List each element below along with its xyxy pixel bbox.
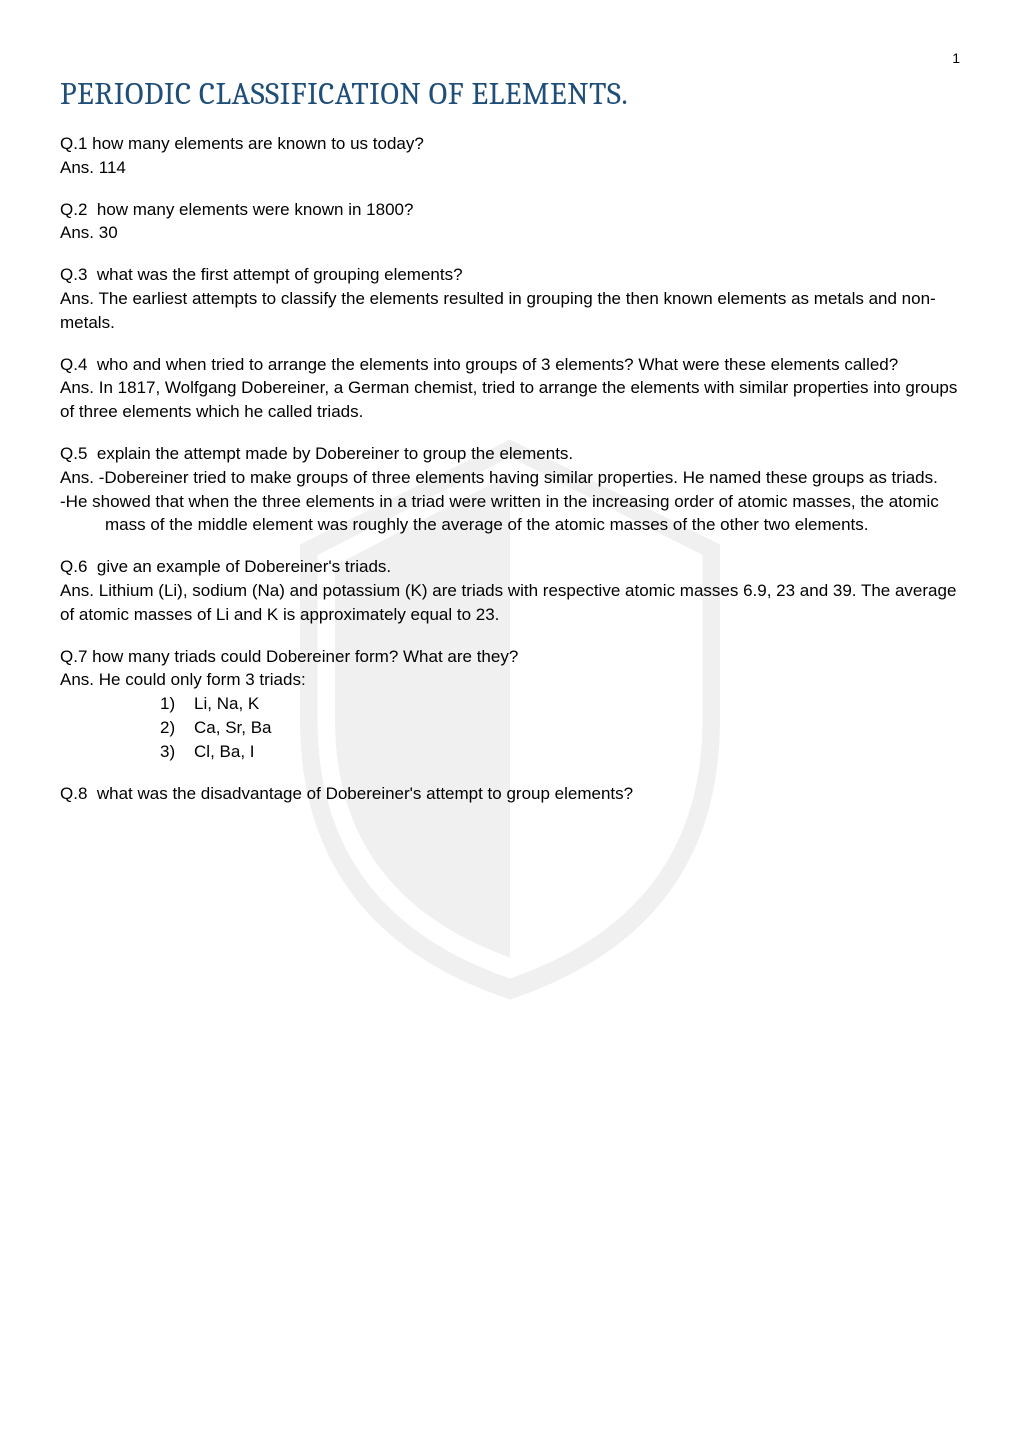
list-item: 1) Li, Na, K <box>60 692 960 716</box>
q-label: Q.7 <box>60 647 87 666</box>
a-text: Lithium (Li), sodium (Na) and potassium … <box>60 581 956 624</box>
q-label: Q.3 <box>60 265 87 284</box>
qa-block-7: Q.7 how many triads could Dobereiner for… <box>60 645 960 764</box>
qa-block-5: Q.5 explain the attempt made by Doberein… <box>60 442 960 537</box>
a-label: Ans. <box>60 468 94 487</box>
a-label: Ans. <box>60 158 94 177</box>
q-text: how many elements were known in 1800? <box>97 200 414 219</box>
a-text: In 1817, Wolfgang Dobereiner, a German c… <box>60 378 957 421</box>
a-label: Ans. <box>60 289 94 308</box>
answer-line: Ans. 114 <box>60 156 960 180</box>
question-line: Q.2 how many elements were known in 1800… <box>60 198 960 222</box>
answer-line: Ans. Lithium (Li), sodium (Na) and potas… <box>60 579 960 627</box>
q-label: Q.4 <box>60 355 87 374</box>
a-label: Ans. <box>60 378 94 397</box>
page-number: 1 <box>60 50 960 66</box>
a-label: Ans. <box>60 581 94 600</box>
a-label: Ans. <box>60 670 94 689</box>
question-line: Q.5 explain the attempt made by Doberein… <box>60 442 960 466</box>
q-label: Q.5 <box>60 444 87 463</box>
qa-block-1: Q.1 how many elements are known to us to… <box>60 132 960 180</box>
list-item: 2) Ca, Sr, Ba <box>60 716 960 740</box>
q-label: Q.6 <box>60 557 87 576</box>
question-line: Q.3 what was the first attempt of groupi… <box>60 263 960 287</box>
answer-line: Ans. He could only form 3 triads: <box>60 668 960 692</box>
q-text: what was the first attempt of grouping e… <box>97 265 463 284</box>
a-text: 30 <box>99 223 118 242</box>
q-label: Q.2 <box>60 200 87 219</box>
q-label: Q.8 <box>60 784 87 803</box>
a-text: The earliest attempts to classify the el… <box>60 289 936 332</box>
answer-line: Ans. -Dobereiner tried to make groups of… <box>60 466 960 490</box>
answer-line: Ans. 30 <box>60 221 960 245</box>
a-text: 114 <box>99 158 126 177</box>
qa-block-4: Q.4 who and when tried to arrange the el… <box>60 353 960 424</box>
qa-block-8: Q.8 what was the disadvantage of Doberei… <box>60 782 960 806</box>
q-text: give an example of Dobereiner's triads. <box>97 557 391 576</box>
question-line: Q.6 give an example of Dobereiner's tria… <box>60 555 960 579</box>
question-line: Q.8 what was the disadvantage of Doberei… <box>60 782 960 806</box>
list-text: Cl, Ba, I <box>194 742 254 761</box>
a-point: -Dobereiner tried to make groups of thre… <box>99 468 938 487</box>
q-text: how many elements are known to us today? <box>92 134 424 153</box>
a-label: Ans. <box>60 223 94 242</box>
q-text: who and when tried to arrange the elemen… <box>97 355 898 374</box>
question-line: Q.1 how many elements are known to us to… <box>60 132 960 156</box>
list-num: 1) <box>160 694 175 713</box>
q-text: how many triads could Dobereiner form? W… <box>92 647 518 666</box>
q-text: explain the attempt made by Dobereiner t… <box>97 444 573 463</box>
answer-line: Ans. The earliest attempts to classify t… <box>60 287 960 335</box>
q-label: Q.1 <box>60 134 87 153</box>
list-num: 3) <box>160 742 175 761</box>
page-title: PERIODIC CLASSIFICATION OF ELEMENTS. <box>60 76 960 112</box>
list-text: Ca, Sr, Ba <box>194 718 271 737</box>
q-text: what was the disadvantage of Dobereiner'… <box>97 784 633 803</box>
qa-block-6: Q.6 give an example of Dobereiner's tria… <box>60 555 960 626</box>
list-text: Li, Na, K <box>194 694 259 713</box>
qa-block-2: Q.2 how many elements were known in 1800… <box>60 198 960 246</box>
question-line: Q.7 how many triads could Dobereiner for… <box>60 645 960 669</box>
qa-block-3: Q.3 what was the first attempt of groupi… <box>60 263 960 334</box>
answer-line: Ans. In 1817, Wolfgang Dobereiner, a Ger… <box>60 376 960 424</box>
question-line: Q.4 who and when tried to arrange the el… <box>60 353 960 377</box>
a-text: He could only form 3 triads: <box>99 670 306 689</box>
list-item: 3) Cl, Ba, I <box>60 740 960 764</box>
list-num: 2) <box>160 718 175 737</box>
answer-point: -He showed that when the three elements … <box>60 490 960 538</box>
